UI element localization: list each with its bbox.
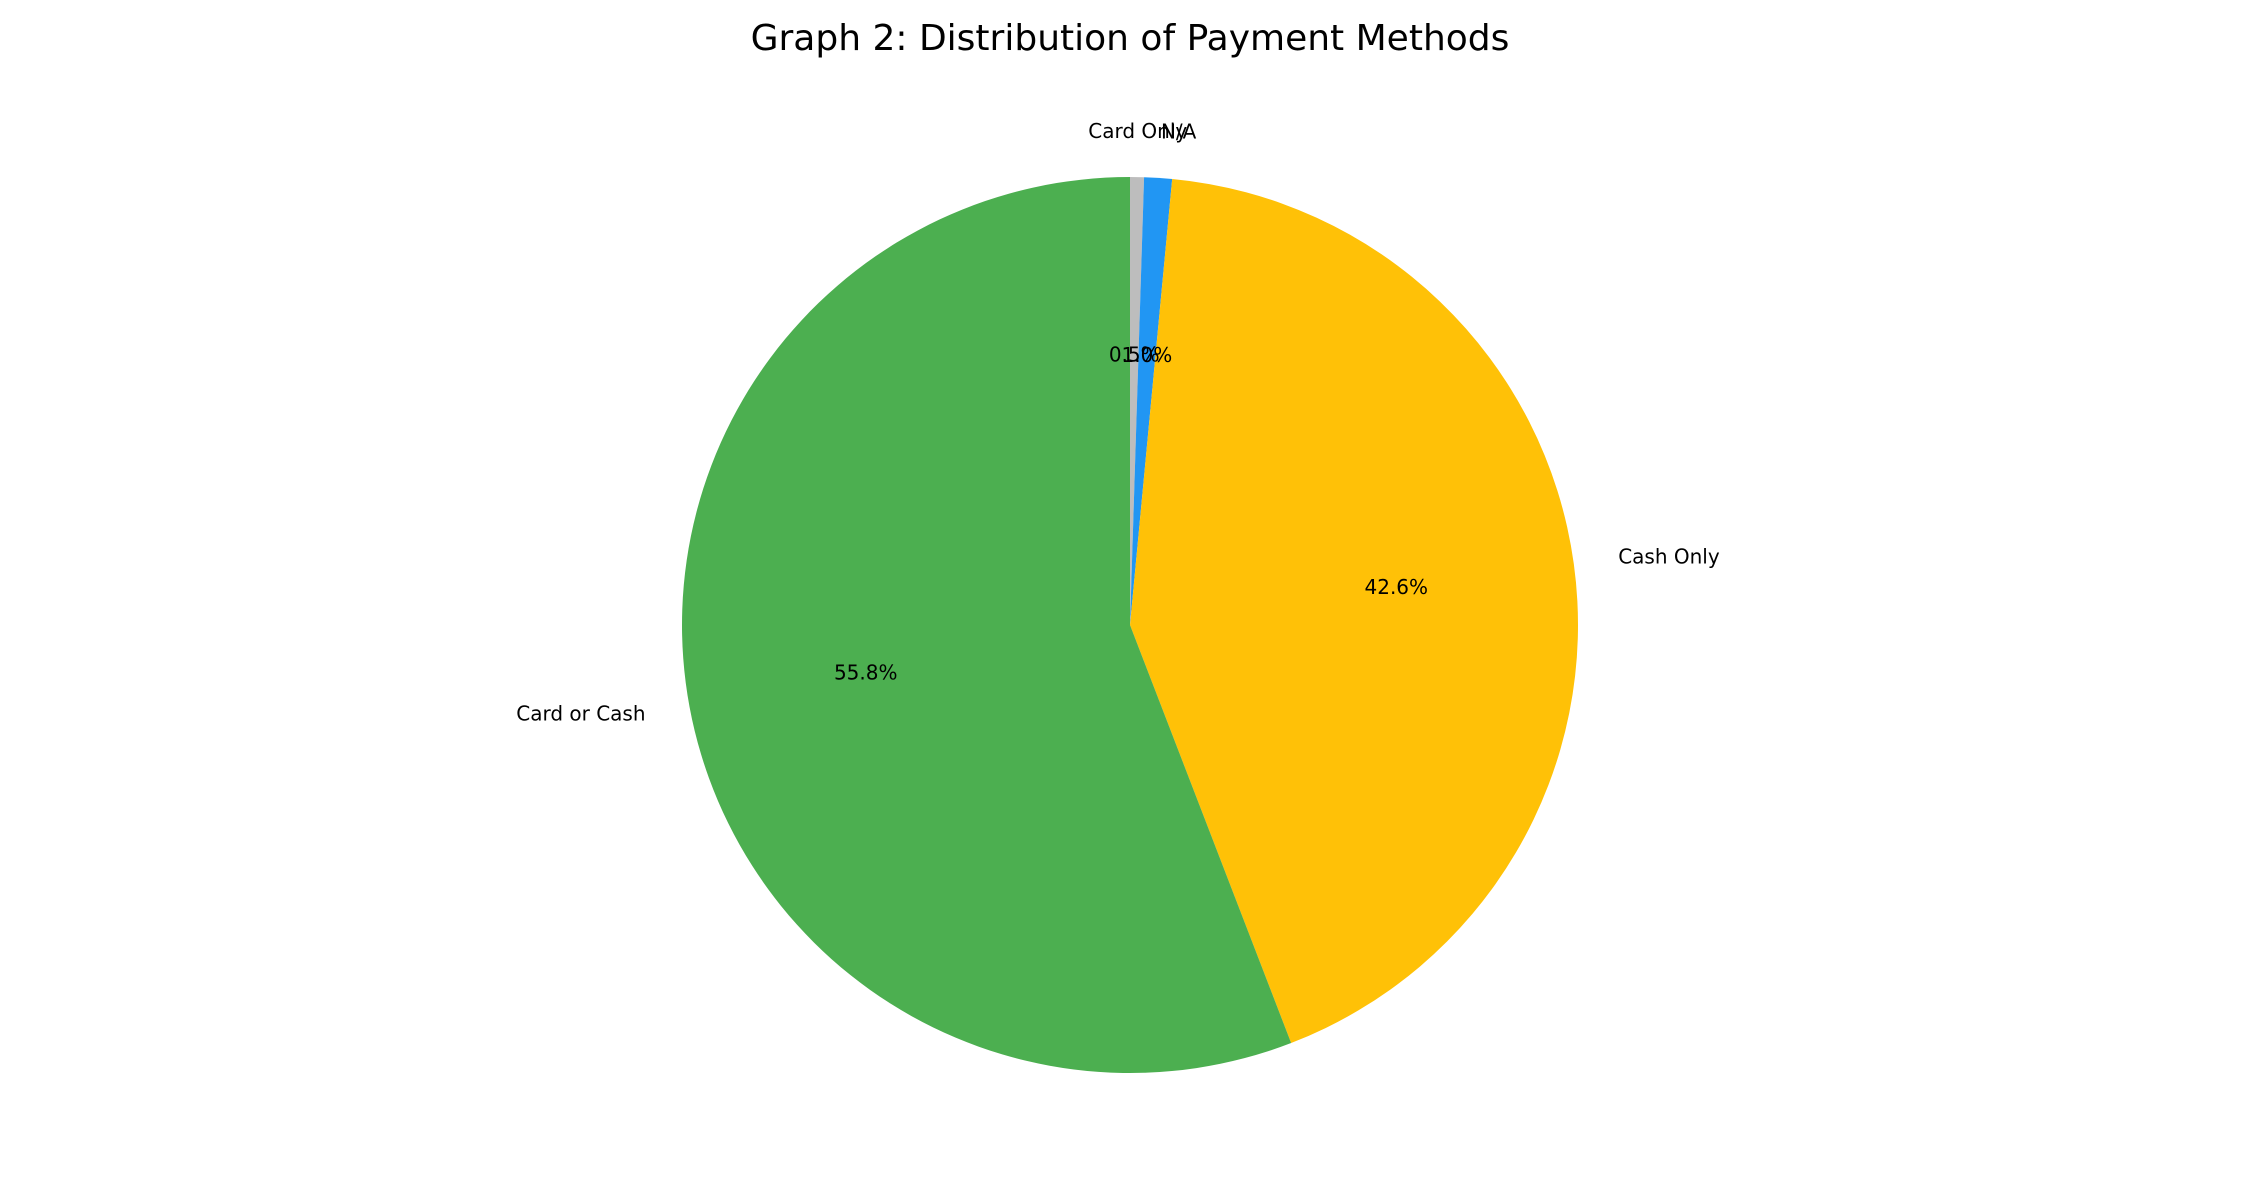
slice-category-label: N/A bbox=[1161, 120, 1197, 144]
chart-title: Graph 2: Distribution of Payment Methods bbox=[751, 18, 1510, 59]
slice-category-label: Card or Cash bbox=[516, 702, 645, 726]
pie-slice bbox=[682, 177, 1292, 1073]
slice-percent-label: 42.6% bbox=[1365, 575, 1429, 599]
pie-labels: Card Only 0.5% N/A 1.0% Cash Only 42.6% Card o… bbox=[516, 119, 1720, 726]
pie-slice bbox=[1130, 178, 1579, 1044]
slice-category-label: Card Only bbox=[1088, 119, 1187, 143]
slice-percent-label: 0.5% bbox=[1109, 343, 1160, 367]
slice-percent-label: 1.0% bbox=[1121, 343, 1172, 367]
pie-slices bbox=[682, 177, 1579, 1073]
pie-slice bbox=[1130, 177, 1173, 625]
pie-slice bbox=[1130, 177, 1145, 625]
slice-category-label: Cash Only bbox=[1618, 544, 1720, 568]
slice-percent-label: 55.8% bbox=[834, 661, 898, 685]
